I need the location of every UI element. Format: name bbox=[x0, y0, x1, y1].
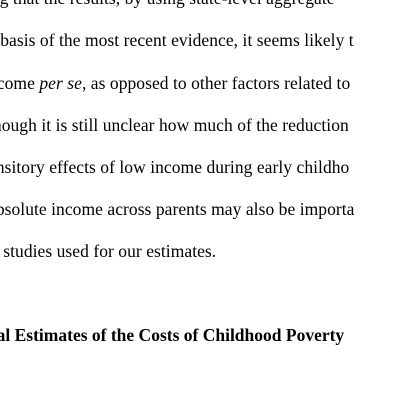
section-heading: ical Estimates of the Costs of Childhood… bbox=[0, 325, 345, 345]
paragraph-line-2: e basis of the most recent evidence, it … bbox=[0, 30, 354, 50]
paragraph-line-4: though it is still unclear how much of t… bbox=[0, 115, 349, 135]
paragraph-line-3-end: , as opposed to other factors related to bbox=[81, 73, 351, 93]
paragraph-line-1: ing that the results, by using state-lev… bbox=[0, 0, 335, 8]
emphasis-per-se: per se bbox=[39, 73, 82, 93]
paragraph-line-3: ncome per se, as opposed to other factor… bbox=[0, 73, 350, 93]
paragraph-line-5: ansitory effects of low income during ea… bbox=[0, 157, 350, 177]
paragraph-line-7: e studies used for our estimates. bbox=[0, 241, 217, 261]
paragraph-line-3-start: ncome bbox=[0, 73, 35, 93]
paragraph-line-6: absolute income across parents may also … bbox=[0, 199, 355, 219]
